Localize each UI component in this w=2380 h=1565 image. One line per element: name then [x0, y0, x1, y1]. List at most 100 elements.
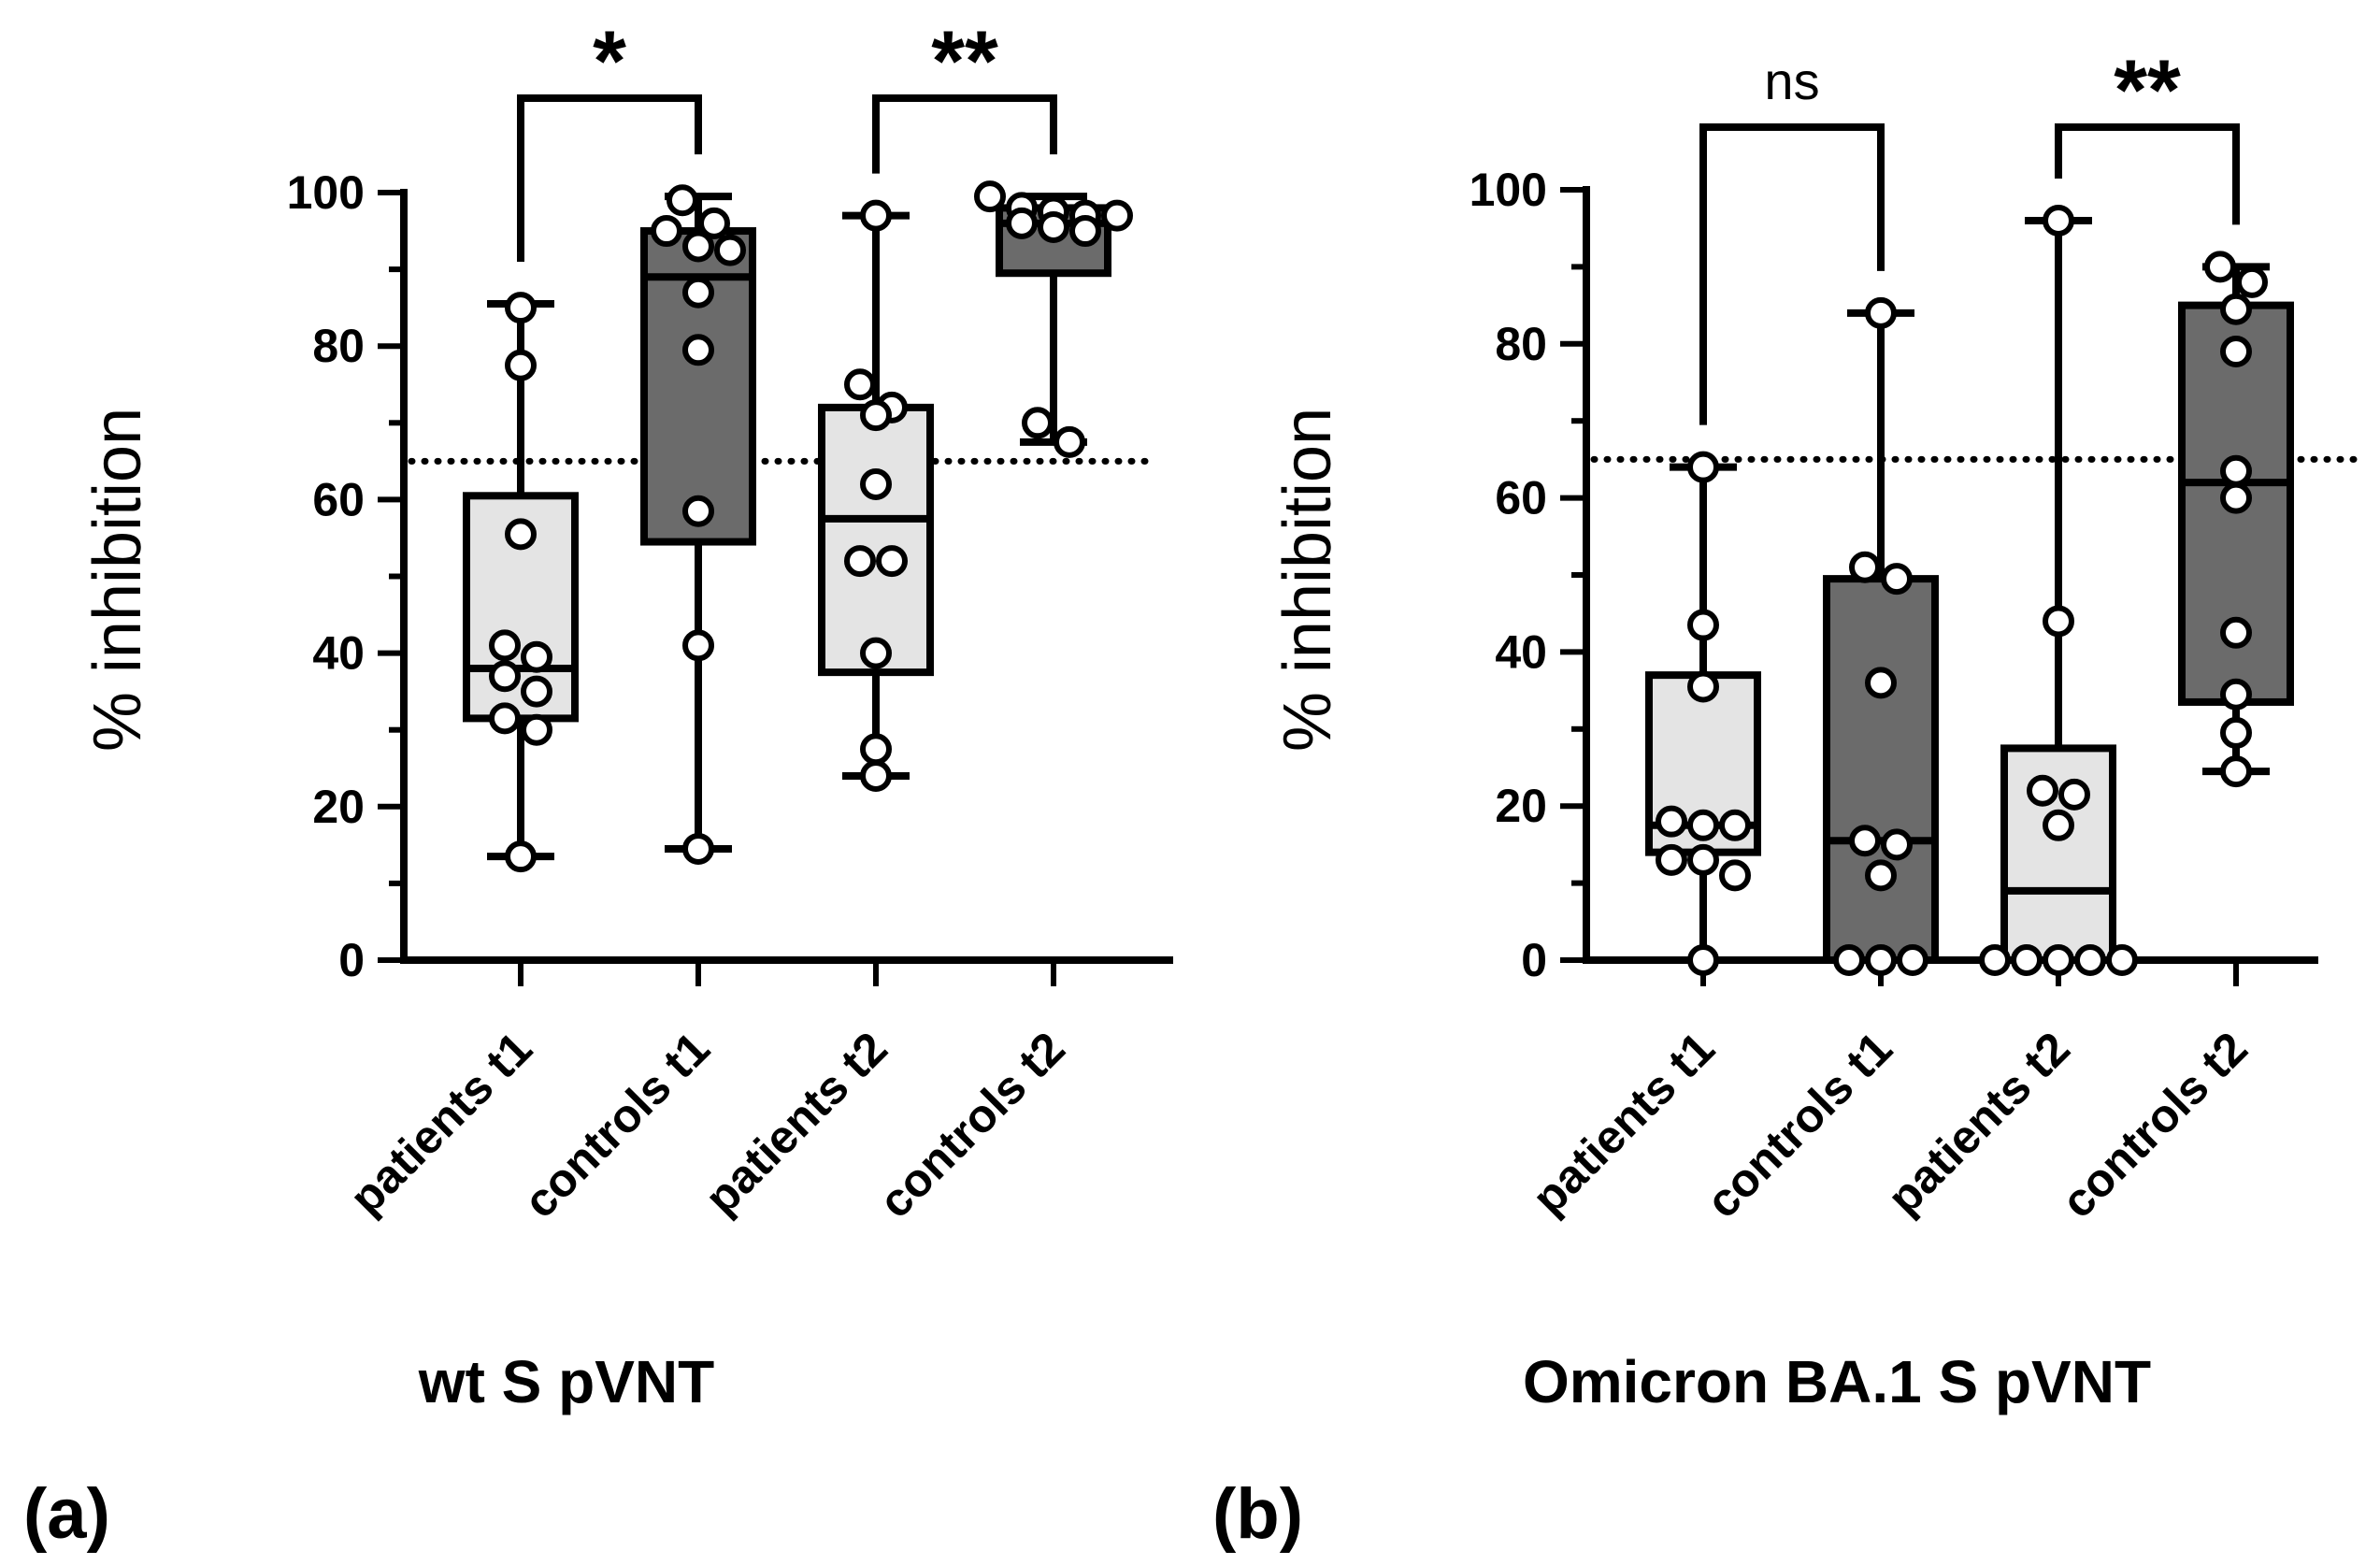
data-point	[860, 759, 892, 792]
data-point	[1865, 944, 1897, 976]
y-axis-label: % inhibition	[1270, 408, 1345, 752]
data-point	[682, 629, 714, 662]
data-point	[1006, 207, 1038, 239]
data-point	[1687, 609, 1719, 641]
data-point	[844, 368, 876, 401]
data-point	[489, 660, 521, 693]
tick-label-y: 0	[1521, 934, 1547, 986]
significance-label: *	[593, 14, 626, 109]
data-point	[1719, 859, 1751, 892]
data-point	[714, 234, 746, 266]
data-point	[1833, 944, 1865, 976]
data-point	[682, 276, 714, 309]
tick-label-y: 0	[338, 934, 365, 986]
data-point	[682, 334, 714, 366]
tick-label-y: 80	[1495, 318, 1547, 370]
box-iqr	[818, 403, 934, 677]
data-point	[1687, 451, 1719, 483]
data-point	[2043, 809, 2074, 841]
box-iqr	[640, 227, 756, 546]
significance-bracket	[1699, 123, 1885, 425]
tick-label-y: 20	[1495, 780, 1547, 832]
tick-label-y: 80	[312, 320, 365, 372]
box-iqr	[1823, 575, 1939, 964]
chart-title: wt S pVNT	[418, 1348, 714, 1415]
data-point	[489, 629, 521, 662]
y-axis-label: % inhibition	[80, 408, 155, 752]
tick-label-x-0: patients t1	[1522, 1022, 1724, 1224]
data-point	[2220, 678, 2252, 711]
chart-title: Omicron BA.1 S pVNT	[1523, 1348, 2151, 1415]
data-point	[1687, 944, 1719, 976]
data-point	[1849, 551, 1881, 583]
data-point	[844, 545, 876, 578]
data-point	[876, 545, 908, 578]
tick-label-y: 40	[312, 627, 365, 680]
data-point	[2220, 716, 2252, 749]
significance-bracket	[2055, 123, 2240, 225]
data-point	[2220, 481, 2252, 514]
plot-area: 0 20 40 60 80 100 ns **	[1470, 43, 2369, 986]
data-point	[1022, 407, 1054, 439]
tick-label-x-3: controls t2	[2051, 1022, 2257, 1228]
data-point	[2011, 944, 2043, 976]
data-point	[2220, 293, 2252, 325]
data-point	[1849, 825, 1881, 857]
data-point	[698, 207, 730, 239]
tick-label-y: 60	[1495, 472, 1547, 524]
tick-label-y: 100	[287, 166, 365, 219]
data-point	[2043, 944, 2074, 976]
data-point	[1897, 944, 1928, 976]
tick-label-x-3: controls t2	[868, 1022, 1074, 1228]
significance-label: ns	[1764, 51, 1819, 110]
data-point	[860, 199, 892, 232]
significance-bracket	[517, 94, 702, 263]
data-point	[974, 180, 1006, 213]
data-point	[1865, 859, 1897, 892]
data-point	[1101, 199, 1133, 232]
data-point	[1881, 563, 1913, 596]
data-point	[860, 733, 892, 766]
box-iqr	[2000, 744, 2116, 965]
data-point	[2106, 944, 2138, 976]
data-point	[1865, 296, 1897, 329]
data-point	[1979, 944, 2011, 976]
significance-label: **	[2114, 43, 2181, 138]
data-point	[2220, 336, 2252, 368]
panel-b: % inhibition 0 20 40 60 80 100 ns ** patients t…	[1212, 43, 2369, 1554]
data-point	[860, 467, 892, 500]
data-point	[682, 832, 714, 865]
panel-label: (b)	[1212, 1474, 1303, 1554]
data-point	[505, 292, 537, 324]
data-point	[860, 399, 892, 432]
data-point	[860, 637, 892, 669]
tick-label-x-1: controls t1	[1696, 1022, 1901, 1228]
tick-label-x-2: patients t2	[695, 1022, 896, 1224]
data-point	[521, 675, 552, 708]
data-point	[2027, 774, 2058, 807]
data-point	[1865, 667, 1897, 699]
data-point	[1656, 843, 1687, 876]
data-point	[1687, 809, 1719, 841]
data-point	[2220, 755, 2252, 788]
significance-label: **	[931, 14, 998, 109]
box-iqr	[463, 492, 579, 723]
data-point	[505, 840, 537, 873]
data-point	[1656, 805, 1687, 838]
data-point	[1054, 425, 1085, 458]
data-point	[2204, 251, 2236, 283]
tick-label-y: 20	[312, 781, 365, 833]
tick-label-x-0: patients t1	[339, 1022, 541, 1224]
data-point	[505, 349, 537, 381]
tick-label-y: 40	[1495, 625, 1547, 678]
data-point	[1881, 828, 1913, 861]
data-point	[2074, 944, 2106, 976]
data-point	[1069, 215, 1101, 248]
data-point	[2043, 605, 2074, 638]
tick-label-y: 60	[312, 473, 365, 525]
data-point	[2236, 266, 2268, 298]
data-point	[521, 640, 552, 673]
tick-label-x-2: patients t2	[1877, 1022, 2079, 1224]
data-point	[682, 495, 714, 527]
